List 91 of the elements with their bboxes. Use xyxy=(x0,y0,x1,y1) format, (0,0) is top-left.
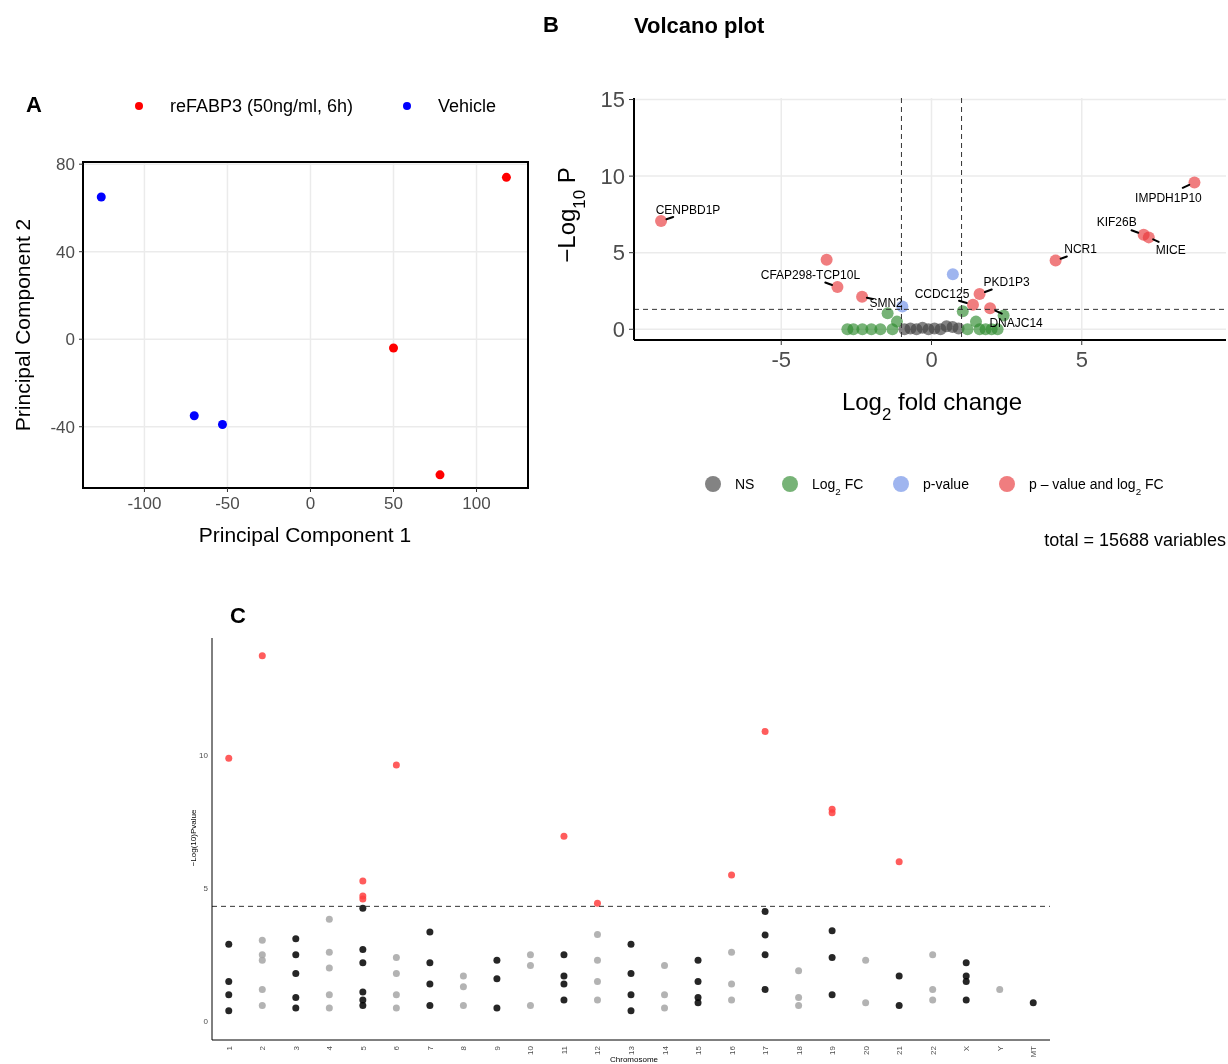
annotation: CENPBD1P xyxy=(655,202,721,217)
annotation: NCR1 xyxy=(1064,242,1098,257)
x-tick-label: 4 xyxy=(325,1045,335,1051)
x-tick-label: 12 xyxy=(593,1045,603,1055)
x-axis-title: Chromosome xyxy=(609,1055,659,1064)
point xyxy=(1188,176,1201,189)
x-tick-label: 1 xyxy=(224,1045,234,1051)
point xyxy=(1142,231,1155,244)
point xyxy=(435,470,445,480)
point xyxy=(820,253,833,266)
y-tick-label: 10 xyxy=(199,750,209,760)
x-tick-label: 5 xyxy=(1075,347,1088,372)
y-tick-label: 0 xyxy=(65,330,75,350)
y-tick-label: 10 xyxy=(600,163,625,189)
y-tick-label: 0 xyxy=(612,316,625,342)
x-tick-label: 19 xyxy=(828,1045,838,1055)
x-tick-label: X xyxy=(962,1045,972,1052)
text: C xyxy=(230,603,246,628)
point xyxy=(874,323,887,336)
point xyxy=(217,420,227,430)
point xyxy=(966,298,979,311)
x-tick-label: 50 xyxy=(384,494,403,513)
x-tick-label: -50 xyxy=(215,494,240,513)
annotation: CCDC125 xyxy=(914,286,970,301)
y-axis-title: Principal Component 2 xyxy=(11,218,34,432)
point xyxy=(856,290,869,303)
x-tick-label: 18 xyxy=(794,1045,804,1055)
point xyxy=(890,315,903,328)
legend-label: Vehicle xyxy=(438,96,497,117)
legend-label: Log$_{2}$ FC xyxy=(812,475,864,497)
point xyxy=(946,268,959,281)
y-tick-label: 15 xyxy=(600,87,625,113)
y-axis-title: −Log(10)Pvalue xyxy=(189,809,198,867)
point xyxy=(984,302,997,315)
x-tick-label: 22 xyxy=(928,1045,938,1055)
point xyxy=(655,214,668,227)
y-tick-label: 40 xyxy=(56,242,75,262)
annotation: IMPDH1P10 xyxy=(1135,190,1203,205)
point xyxy=(389,343,398,353)
x-tick-label: 8 xyxy=(459,1045,469,1051)
annotation: MICE xyxy=(1155,243,1186,258)
x-tick-label: 3 xyxy=(291,1045,301,1051)
point xyxy=(881,307,894,320)
text: B xyxy=(543,12,559,37)
y-tick-label: 80 xyxy=(56,155,75,175)
x-axis-title: Log$_{2}$ fold change xyxy=(841,388,1023,424)
y-tick-label: 5 xyxy=(203,884,209,894)
annotation: CFAP298-TCP10L xyxy=(760,267,861,282)
x-tick-label: 14 xyxy=(660,1045,670,1055)
legend-label: p – value and log$_{2}$ FC xyxy=(1029,475,1164,497)
x-tick-label: Y xyxy=(995,1045,1005,1052)
x-tick-label: 13 xyxy=(627,1045,636,1055)
annotation: PKD1P3 xyxy=(983,274,1030,289)
x-tick-label: MT xyxy=(1029,1045,1039,1058)
point xyxy=(96,192,106,202)
x-tick-label: 6 xyxy=(392,1045,402,1051)
x-tick-label: 0 xyxy=(305,494,316,513)
text: A xyxy=(26,92,42,117)
x-tick-label: 2 xyxy=(258,1045,268,1051)
x-tick-label: 100 xyxy=(462,494,491,513)
annotation: DNAJC14 xyxy=(989,316,1044,331)
y-tick-label: 5 xyxy=(612,240,625,266)
x-tick-label: 16 xyxy=(727,1045,737,1055)
x-tick-label: 10 xyxy=(526,1045,536,1055)
point xyxy=(189,411,199,421)
legend-label: NS xyxy=(735,475,755,492)
annotation: SMN2 xyxy=(869,296,904,311)
x-tick-label: 11 xyxy=(559,1045,569,1055)
x-tick-label: 9 xyxy=(492,1045,502,1051)
x-tick-label: 20 xyxy=(861,1045,871,1055)
point xyxy=(973,288,986,301)
legend-label: p-value xyxy=(923,475,970,492)
point xyxy=(831,281,844,294)
annotation: KIF26B xyxy=(1096,215,1137,230)
chart-title: Volcano plot xyxy=(634,13,766,38)
x-tick-label: 17 xyxy=(761,1045,771,1055)
x-tick-label: 21 xyxy=(895,1045,905,1055)
x-tick-label: 5 xyxy=(358,1045,368,1051)
point xyxy=(501,172,511,182)
x-tick-label: -100 xyxy=(127,494,162,513)
x-tick-label: -5 xyxy=(771,347,792,372)
point xyxy=(1049,254,1062,267)
x-tick-label: 0 xyxy=(925,347,938,372)
y-tick-label: -40 xyxy=(50,417,75,437)
legend-label: reFABP3 (50ng/ml, 6h) xyxy=(170,96,354,117)
point xyxy=(961,323,974,336)
y-tick-label: 0 xyxy=(203,1017,209,1027)
text: total = 15688 variables xyxy=(1044,530,1226,550)
x-tick-label: 15 xyxy=(694,1045,704,1055)
x-axis-title: Principal Component 1 xyxy=(198,523,412,546)
x-tick-label: 7 xyxy=(425,1045,435,1051)
